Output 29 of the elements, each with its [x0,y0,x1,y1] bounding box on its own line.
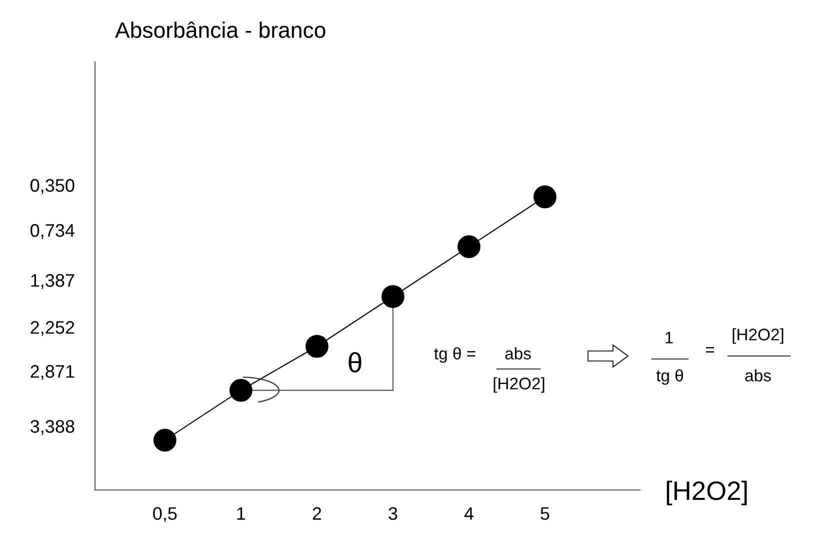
point [153,428,176,452]
point [382,285,404,308]
x-tick-label: 4 [464,507,474,520]
point [229,378,252,402]
text: abs [745,369,771,382]
annotation: tg θ = [434,347,476,363]
x-tick-label: 3 [388,507,398,520]
annotation: [H2O2] [494,377,544,393]
x-tick-label: 1 [237,507,246,520]
text: 0,350 [30,179,74,194]
text: = [706,347,714,353]
text: 1,387 [31,274,74,289]
text: tg θ [656,369,684,385]
text: 0,734 [30,224,74,239]
text: 2,252 [30,321,74,336]
x-tick-label: 5 [540,507,550,520]
text: 2,871 [30,365,74,380]
annotation: abs [505,347,531,360]
annotation: θ [348,352,362,372]
chart-title: Absorbância - branco [115,22,326,38]
x-tick-label: 2 [312,507,322,520]
point [458,235,480,258]
text: 1 [666,332,673,344]
x-tick-label: 0,5 [153,507,177,522]
x-axis-title: [H2O2] [666,480,747,506]
text: [H2O2] [732,328,784,344]
point [306,334,328,358]
text: 3,388 [30,420,74,435]
point [534,185,556,208]
